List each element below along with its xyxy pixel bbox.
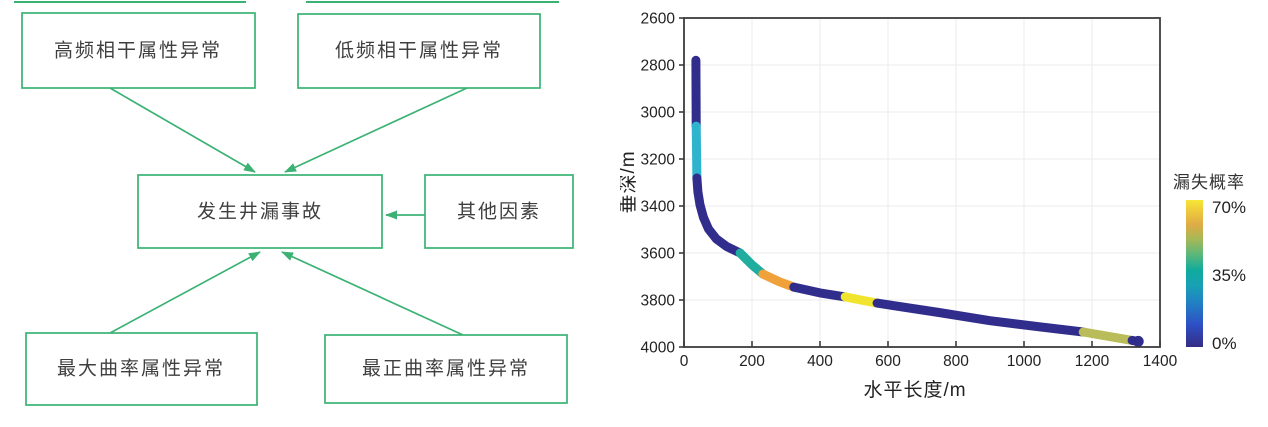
grid-lines: [684, 18, 1160, 347]
diagram-node-most-positive-curvature: 最正曲率属性异常: [324, 334, 568, 404]
colorbar-tick-label: 0%: [1212, 334, 1237, 353]
y-tick-label: 2800: [641, 58, 676, 75]
diagram-node-other-factors: 其他因素: [424, 174, 574, 249]
x-tick-label: 1200: [1075, 353, 1110, 370]
axis-tick-labels: 0 200 400 600 800 1000 1200 1400 2600 2800 3000 320…: [641, 11, 1178, 371]
y-tick-label: 4000: [641, 340, 676, 357]
diagram-node-leak-accident: 发生井漏事故: [137, 174, 383, 249]
y-tick-label: 2600: [641, 11, 676, 28]
y-tick-label: 3200: [641, 152, 676, 169]
x-tick-label: 200: [739, 353, 765, 370]
x-tick-label: 600: [875, 353, 901, 370]
y-tick-label: 3600: [641, 246, 676, 263]
node-box: [137, 174, 383, 249]
trajectory-segment: [691, 121, 702, 183]
y-axis-label: 垂深/m: [620, 150, 639, 213]
node-box: [324, 334, 568, 404]
x-tick-label: 400: [807, 353, 833, 370]
trajectory-segment: [758, 269, 799, 292]
colorbar-tick-labels: 70% 35% 0%: [1212, 198, 1246, 353]
x-axis-label: 水平长度/m: [863, 379, 966, 401]
arrow-high-freq-to-center: [109, 87, 256, 173]
x-tick-label: 800: [943, 353, 969, 370]
well-trajectory: [691, 55, 1144, 347]
diagram-node-max-curvature: 最大曲率属性异常: [25, 332, 258, 406]
node-box: [25, 332, 258, 406]
node-box: [424, 174, 574, 249]
trajectory-end-marker: [1132, 335, 1144, 347]
y-tick-label: 3400: [641, 199, 676, 216]
node-label: 发生井漏事故: [197, 201, 323, 223]
arrow-low-freq-to-center: [284, 87, 468, 173]
node-label: 最正曲率属性异常: [362, 358, 530, 380]
y-tick-label: 3000: [641, 105, 676, 122]
trajectory-chart-panel: 0 200 400 600 800 1000 1200 1400 2600 2800 3000 320…: [620, 11, 1246, 402]
trajectory-segment: [840, 292, 882, 308]
x-tick-label: 1000: [1007, 353, 1042, 370]
axis-ticks: [679, 17, 1161, 348]
trajectory-segment: [872, 298, 1088, 337]
node-label: 最大曲率属性异常: [57, 358, 225, 380]
node-label: 高频相干属性异常: [54, 40, 222, 62]
x-tick-label: 0: [680, 353, 689, 370]
colorbar: [1186, 200, 1203, 347]
node-label: 其他因素: [457, 201, 541, 223]
arrow-most-positive-curvature-to-center: [281, 251, 464, 336]
y-tick-label: 3800: [641, 293, 676, 310]
plot-border: [683, 17, 1161, 348]
colorbar-title: 漏失概率: [1173, 173, 1245, 192]
x-tick-label: 1400: [1143, 353, 1178, 370]
colorbar-tick-label: 35%: [1212, 266, 1246, 285]
node-box: [297, 13, 541, 89]
node-label: 低频相干属性异常: [335, 40, 503, 62]
diagram-node-low-freq-coherence: 低频相干属性异常: [297, 13, 541, 89]
trajectory-segment: [692, 173, 745, 258]
trajectory-segment: [735, 248, 768, 279]
node-box: [21, 12, 256, 89]
cause-diagram-panel: 高频相干属性异常 低频相干属性异常 发生井漏事故 其他因素 最大曲率属性异常 最…: [14, 1, 574, 406]
trajectory-segment: [1078, 327, 1137, 345]
arrow-max-curvature-to-center: [109, 251, 261, 334]
colorbar-tick-label: 70%: [1212, 198, 1246, 217]
diagram-node-high-freq-coherence: 高频相干属性异常: [21, 12, 256, 89]
trajectory-segment: [789, 282, 850, 302]
